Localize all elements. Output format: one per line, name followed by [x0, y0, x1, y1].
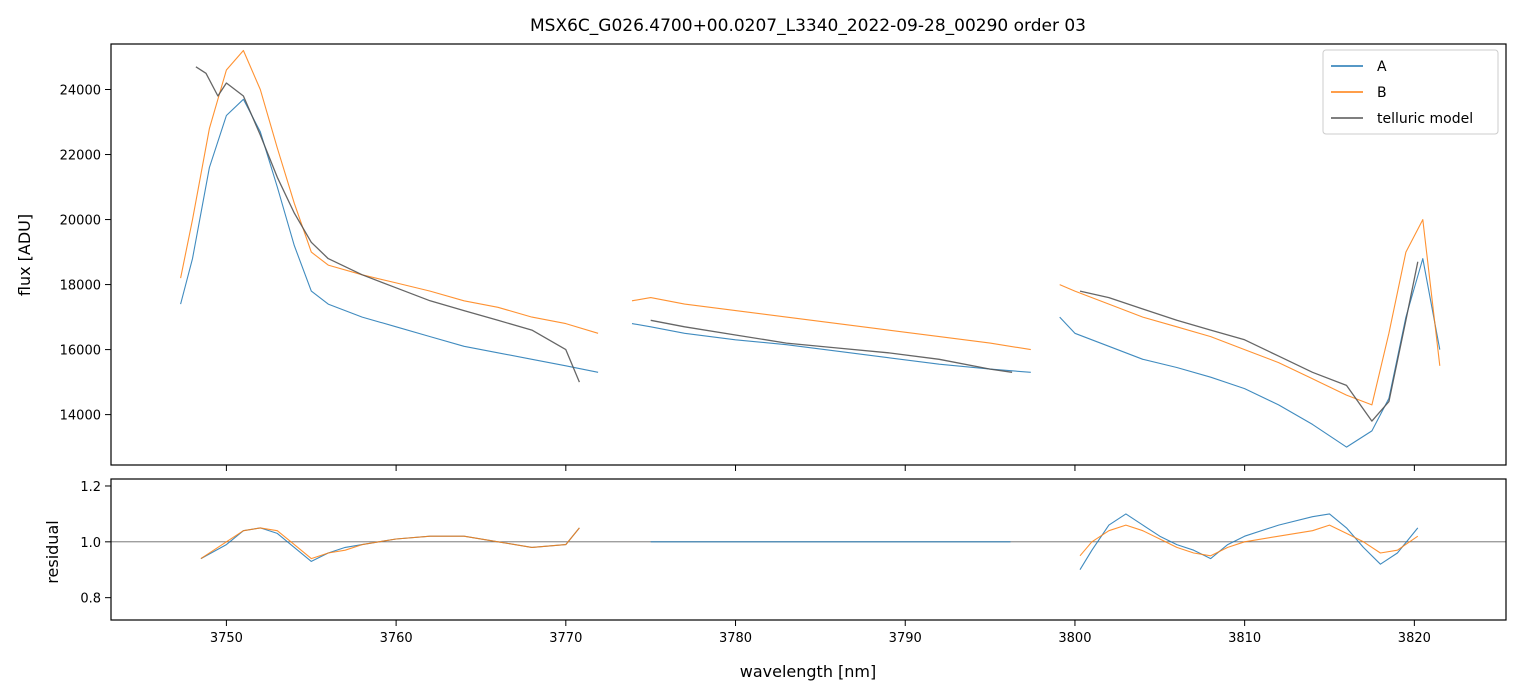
flux-series-telluric-model-segment-1 [195, 66, 580, 383]
residual-series-b-segment-2 [1079, 524, 1419, 557]
flux-series-b-segment-3 [1059, 219, 1441, 406]
residual-xtick-label: 3750 [210, 631, 243, 646]
residual-axes-frame [110, 478, 1507, 621]
residual-y-ticks: 0.8 1.0 1.2 [80, 480, 111, 607]
residual-xtick-label: 3820 [1398, 631, 1431, 646]
residual-series-group [200, 513, 1419, 570]
residual-series-a-segment-3 [1079, 513, 1419, 570]
residual-xtick-label: 3770 [549, 631, 582, 646]
flux-ytick-label: 16000 [60, 344, 101, 359]
residual-ytick-label: 1.2 [80, 480, 101, 495]
residual-xtick-label: 3780 [719, 631, 752, 646]
chart-title: MSX6C_G026.4700+00.0207_L3340_2022-09-28… [530, 16, 1086, 36]
flux-y-axis-label: flux [ADU] [15, 214, 34, 296]
flux-ytick-label: 24000 [60, 84, 101, 99]
residual-ytick-label: 1.0 [80, 536, 101, 551]
legend-label-a: A [1377, 59, 1387, 75]
flux-series-b-segment-1 [180, 49, 599, 334]
legend-label-telluric: telluric model [1377, 111, 1473, 127]
flux-series-a-segment-2 [631, 323, 1031, 373]
flux-series-a-segment-3 [1059, 258, 1441, 448]
residual-xtick-label: 3800 [1058, 631, 1091, 646]
x-axis-label: wavelength [nm] [740, 662, 877, 681]
flux-series-telluric-model-segment-2 [650, 319, 1013, 373]
legend-label-b: B [1377, 85, 1387, 101]
flux-ytick-label: 14000 [60, 409, 101, 424]
flux-series-group [180, 49, 1441, 448]
legend-box [1322, 49, 1499, 135]
flux-ytick-label: 22000 [60, 149, 101, 164]
residual-xtick-label: 3810 [1228, 631, 1261, 646]
flux-panel: 14000 16000 18000 20000 22000 24000 flux [ADU… [15, 43, 1507, 471]
residual-ytick-label: 0.8 [80, 592, 101, 607]
flux-ytick-label: 18000 [60, 279, 101, 294]
flux-x-ticks [225, 465, 1415, 471]
residual-series-b-segment-1 [200, 527, 580, 560]
legend: A B telluric model [1322, 49, 1499, 135]
residual-y-axis-label: residual [43, 520, 62, 583]
flux-axes-frame [110, 43, 1507, 466]
flux-y-ticks: 14000 16000 18000 20000 22000 24000 [60, 84, 111, 424]
flux-ytick-label: 20000 [60, 214, 101, 229]
residual-xtick-label: 3790 [889, 631, 922, 646]
flux-series-b-segment-2 [631, 297, 1031, 351]
flux-series-telluric-model-segment-3 [1079, 261, 1419, 422]
flux-series-a-segment-1 [180, 98, 599, 373]
residual-x-ticks: 3750 3760 3770 3780 3790 3800 3810 3820 [210, 620, 1431, 646]
residual-xtick-label: 3760 [380, 631, 413, 646]
residual-panel: 0.8 1.0 1.2 3750 3760 3770 3780 3790 3800 3810 38… [43, 478, 1507, 681]
